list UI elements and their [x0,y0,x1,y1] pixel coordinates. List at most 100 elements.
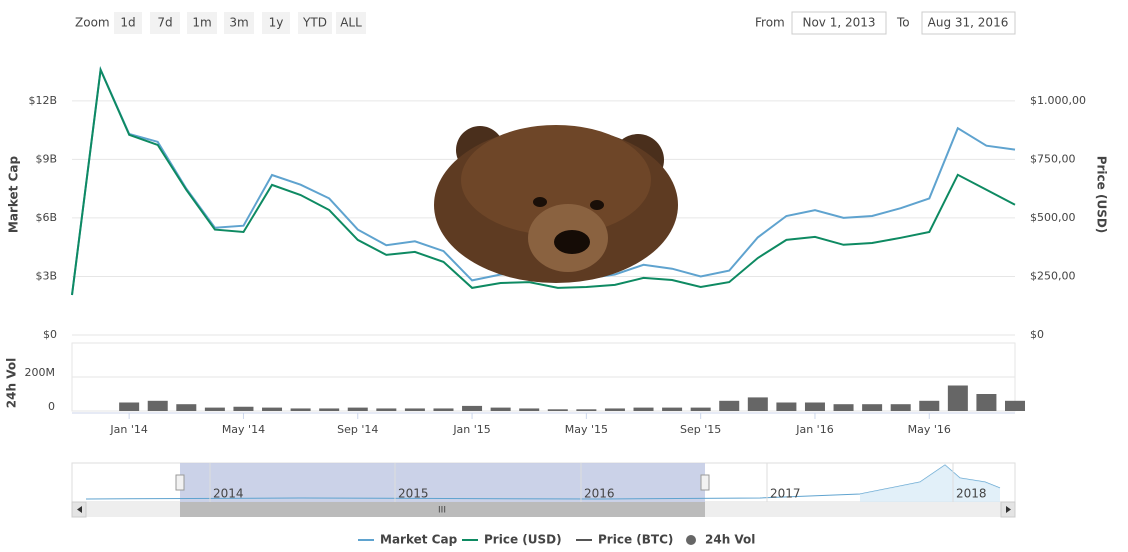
navigator-label: 2017 [770,487,801,501]
volume-bar [690,407,711,411]
legend: Market Cap Price (USD) Price (BTC) 24h Vol [358,533,755,547]
from-label: From [755,16,785,30]
scrollbar-grip: III [438,506,446,516]
legend-label[interactable]: Market Cap [380,533,458,547]
to-label: To [896,16,910,30]
zoom-button-label[interactable]: 1d [120,16,135,30]
volume-bar [404,408,425,411]
y-tick-label: 200M [25,366,56,379]
volume-bar [919,400,940,411]
volume-bar [490,407,511,411]
volume-bar [862,404,883,411]
volume-bar [1004,400,1026,411]
y-tick-label: $6B [35,211,57,224]
volume-bar [747,397,768,411]
volume-bar [376,408,397,411]
legend-label[interactable]: 24h Vol [705,533,755,547]
zoom-button-label[interactable]: 7d [157,16,172,30]
navigator-label: 2016 [584,487,615,501]
zoom-button-label[interactable]: 3m [229,16,248,30]
volume-bar [262,407,283,411]
volume-bar [976,394,997,411]
zoom-button[interactable] [114,12,142,34]
navigator-selection[interactable] [180,463,705,502]
y2-tick-label: $1.000,00 [1030,94,1086,107]
volume-bar [890,404,911,411]
zoom-button[interactable] [262,12,290,34]
volume-bar [947,385,968,411]
volume-bar [604,408,625,411]
x-tick-label: May '16 [908,423,951,436]
scrollbar-thumb[interactable] [180,502,705,517]
zoom-button-label[interactable]: YTD [302,16,327,30]
series-line [71,66,1016,296]
y-tick-label: 0 [48,400,55,413]
from-input[interactable] [791,11,887,35]
volume-bar [662,407,683,411]
volume-bar [719,400,740,411]
x-tick-label: May '14 [222,423,265,436]
volume-bar [119,402,140,411]
x-tick-label: Sep '14 [337,423,378,436]
y-tick-label: $12B [28,94,57,107]
x-tick-label: Jan '16 [795,423,833,436]
navigator-handle[interactable] [175,474,185,491]
volume-bar [204,407,225,411]
to-date[interactable]: Aug 31, 2016 [928,16,1009,30]
zoom-button-label[interactable]: 1m [192,16,211,30]
y2-tick-label: $250,00 [1030,269,1076,282]
volume-bar [433,408,454,411]
zoom-button-label[interactable]: 1y [269,16,284,30]
zoom-button[interactable] [298,12,332,34]
volume-chart: 0 200M 24h Vol Jan '14 May '14 Sep '14 Jan '15… [5,342,1026,436]
y-axis-title: Market Cap [7,156,21,234]
volume-bar [176,404,197,411]
volume-bar [804,402,825,411]
y-tick-label: $3B [35,269,57,282]
zoom-buttons: 1d 7d 1m 3m 1y YTD ALL [114,12,366,34]
navigator-handle[interactable] [700,474,710,491]
navigator-label: 2014 [213,487,244,501]
y2-tick-label: $750,00 [1030,152,1076,165]
arrow-right [1006,506,1011,513]
navigator-label: 2018 [956,487,987,501]
x-tick-label: Sep '15 [680,423,721,436]
y2-tick-label: $500,00 [1030,211,1076,224]
volume-bar [347,407,368,411]
zoom-button[interactable] [187,12,217,34]
zoom-label: Zoom [75,16,110,30]
navigator-label: 2015 [398,487,429,501]
legend-symbol [686,535,696,545]
volume-bar [576,409,597,411]
y-tick-label: $9B [35,152,57,165]
legend-label[interactable]: Price (BTC) [598,533,673,547]
y2-tick-label: $0 [1030,328,1044,341]
navigator-area [860,465,1000,502]
y2-axis-title: Price (USD) [1095,156,1109,234]
x-tick-label: May '15 [565,423,608,436]
y-tick-label: $0 [43,328,57,341]
zoom-button-label[interactable]: ALL [340,16,362,30]
arrow-left [77,506,82,513]
navigator: 2014 2015 2016 2017 2018 III [71,462,1016,518]
zoom-button[interactable] [150,12,180,34]
to-input[interactable] [921,11,1016,35]
x-tick-label: Jan '14 [109,423,147,436]
volume-bar [462,405,483,411]
volume-bar [319,408,340,411]
y-axis-title: 24h Vol [5,358,19,408]
zoom-button[interactable] [224,12,254,34]
from-date[interactable]: Nov 1, 2013 [802,16,875,30]
volume-bar [233,406,254,411]
x-tick-label: Jan '15 [452,423,490,436]
volume-bar [147,400,168,411]
bear-image [434,125,678,283]
zoom-button[interactable] [336,12,366,34]
volume-bar [633,407,654,411]
volume-bar [290,408,311,411]
volume-bar [776,402,797,411]
volume-bar [833,404,854,411]
volume-bar [547,409,568,411]
legend-label[interactable]: Price (USD) [484,533,562,547]
